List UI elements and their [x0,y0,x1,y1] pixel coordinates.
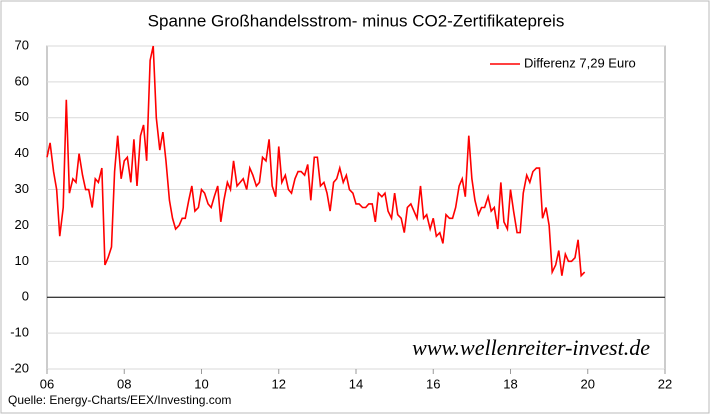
chart-title: Spanne Großhandelsstrom- minus CO2-Zerti… [148,11,565,30]
x-tick-label: 16 [426,376,440,391]
y-tick-label: 10 [15,253,29,268]
x-tick-label: 10 [194,376,208,391]
watermark: www.wellenreiter-invest.de [412,335,650,360]
y-tick-label: 70 [15,37,29,52]
x-tick-label: 14 [349,376,363,391]
x-tick-label: 06 [40,376,54,391]
x-tick-label: 08 [117,376,131,391]
y-tick-label: 40 [15,145,29,160]
source-note: Quelle: Energy-Charts/EEX/Investing.com [8,393,231,407]
x-tick-label: 12 [272,376,286,391]
x-tick-label: 18 [503,376,517,391]
data-line [46,45,586,278]
y-tick-label: -10 [10,325,29,340]
x-tick-label: 22 [658,376,672,391]
plot-area [46,45,666,370]
y-tick-label: 30 [15,181,29,196]
y-tick-label: 60 [15,73,29,88]
legend-label: Differenz 7,29 Euro [524,55,636,70]
y-tick-label: 20 [15,217,29,232]
y-tick-label: 50 [15,109,29,124]
y-tick-label: -20 [10,360,29,375]
x-tick-label: 20 [581,376,595,391]
y-tick-label: 0 [22,289,29,304]
